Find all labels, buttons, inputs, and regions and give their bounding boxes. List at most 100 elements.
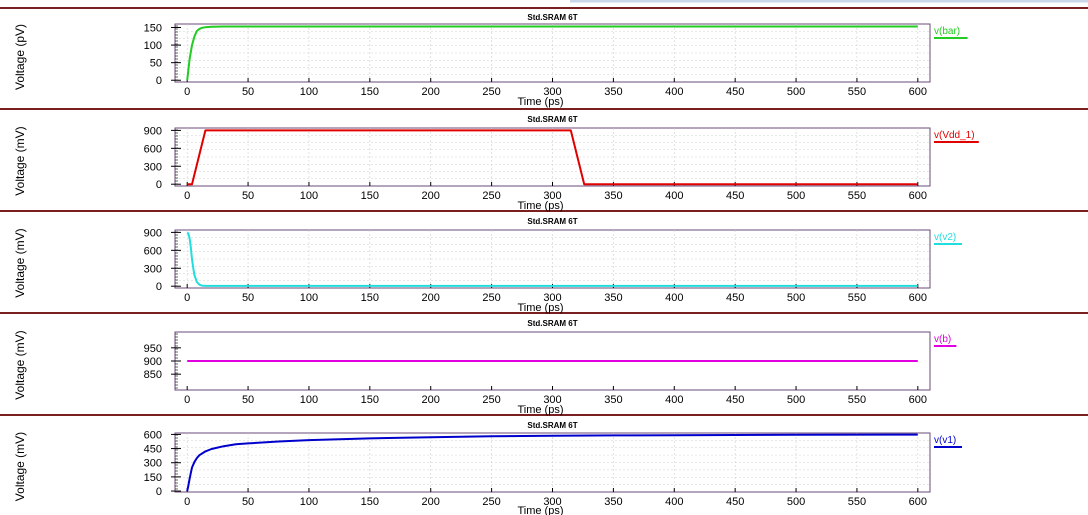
y-tick-label: 150 — [144, 472, 162, 484]
x-tick-label: 300 — [543, 292, 561, 304]
x-tick-label: 350 — [604, 496, 622, 508]
y-tick-label: 300 — [144, 458, 162, 470]
x-tick-label: 550 — [848, 190, 866, 202]
x-tick-label: 50 — [242, 496, 254, 508]
x-tick-label: 550 — [848, 496, 866, 508]
chart-panel-5: 0 150 300 450 600 0 50 100 150 200 250 300 350 400 450… — [13, 421, 962, 515]
x-tick-label: 50 — [242, 394, 254, 406]
x-tick-label: 350 — [604, 86, 622, 98]
x-tick-label: 0 — [184, 190, 190, 202]
x-tick-label: 550 — [848, 292, 866, 304]
x-tick-label: 200 — [422, 86, 440, 98]
y-tick-label: 900 — [144, 356, 162, 368]
chart-title: Std.SRAM 6T — [527, 319, 577, 328]
x-axis-label: Time (ps) — [517, 96, 563, 108]
x-tick-label: 400 — [665, 190, 683, 202]
x-tick-label: 150 — [361, 394, 379, 406]
y-tick-label: 300 — [144, 263, 162, 275]
y-axis-label: Voltage (mV) — [13, 432, 27, 501]
x-tick-label: 150 — [361, 190, 379, 202]
x-tick-label: 0 — [184, 394, 190, 406]
x-tick-label: 200 — [422, 190, 440, 202]
x-axis-label: Time (ps) — [517, 505, 563, 515]
y-tick-label: 0 — [156, 281, 162, 293]
x-tick-label: 600 — [909, 394, 927, 406]
y-axis-label: Voltage (mV) — [13, 228, 27, 297]
series-line-v-bar — [186, 25, 918, 81]
y-tick-label: 300 — [144, 161, 162, 173]
x-tick-label: 500 — [787, 394, 805, 406]
chart-title: Std.SRAM 6T — [527, 13, 577, 22]
x-tick-label: 450 — [726, 190, 744, 202]
legend-label: v(Vdd_1) — [934, 130, 975, 141]
x-tick-label: 350 — [604, 190, 622, 202]
x-tick-label: 600 — [909, 292, 927, 304]
x-tick-label: 150 — [361, 496, 379, 508]
x-tick-label: 550 — [848, 86, 866, 98]
x-tick-label: 100 — [300, 496, 318, 508]
y-tick-label: 50 — [150, 58, 162, 70]
x-tick-label: 200 — [422, 394, 440, 406]
y-tick-label: 850 — [144, 369, 162, 381]
series-line-v-v2 — [186, 231, 918, 287]
y-tick-label: 0 — [156, 75, 162, 87]
x-tick-label: 250 — [482, 496, 500, 508]
legend-label: v(v2) — [934, 232, 956, 243]
x-tick-label: 600 — [909, 496, 927, 508]
y-tick-label: 600 — [144, 429, 162, 441]
x-tick-label: 50 — [242, 190, 254, 202]
y-axis-label: Voltage (pV) — [13, 24, 27, 90]
x-tick-label: 150 — [361, 292, 379, 304]
x-tick-label: 100 — [300, 394, 318, 406]
x-tick-label: 200 — [422, 292, 440, 304]
x-tick-label: 0 — [184, 86, 190, 98]
x-tick-label: 300 — [543, 190, 561, 202]
y-tick-label: 600 — [144, 245, 162, 257]
x-axis-label: Time (ps) — [517, 200, 563, 212]
y-axis-label: Voltage (mV) — [13, 330, 27, 399]
x-tick-label: 450 — [726, 496, 744, 508]
x-tick-label: 500 — [787, 190, 805, 202]
y-tick-label: 900 — [144, 227, 162, 239]
y-tick-label: 150 — [144, 23, 162, 35]
chart-panel-3: 0 300 600 900 0 50 100 150 200 250 300 350 400 450 500… — [13, 217, 962, 314]
x-tick-label: 450 — [726, 86, 744, 98]
x-tick-label: 450 — [726, 292, 744, 304]
x-tick-label: 150 — [361, 86, 379, 98]
x-tick-label: 50 — [242, 292, 254, 304]
x-tick-label: 400 — [665, 496, 683, 508]
x-tick-label: 600 — [909, 86, 927, 98]
x-tick-label: 50 — [242, 86, 254, 98]
chart-panel-2: 0 300 600 900 0 50 100 150 200 250 300 350 400 450 500… — [13, 115, 979, 212]
x-tick-label: 100 — [300, 190, 318, 202]
y-tick-label: 900 — [144, 125, 162, 137]
series-line-v-v1 — [186, 433, 918, 492]
y-tick-label: 100 — [144, 40, 162, 52]
legend-label: v(b) — [934, 334, 951, 345]
x-tick-label: 350 — [604, 394, 622, 406]
x-tick-label: 350 — [604, 292, 622, 304]
x-tick-label: 500 — [787, 292, 805, 304]
chart-title: Std.SRAM 6T — [527, 217, 577, 226]
x-tick-label: 550 — [848, 394, 866, 406]
legend-label: v(v1) — [934, 435, 956, 446]
x-tick-label: 200 — [422, 496, 440, 508]
x-tick-label: 450 — [726, 394, 744, 406]
x-tick-label: 250 — [482, 86, 500, 98]
x-tick-label: 0 — [184, 496, 190, 508]
x-tick-label: 600 — [909, 190, 927, 202]
x-tick-label: 250 — [482, 190, 500, 202]
y-tick-label: 600 — [144, 143, 162, 155]
x-tick-label: 400 — [665, 394, 683, 406]
y-axis-label: Voltage (mV) — [13, 126, 27, 195]
x-tick-label: 100 — [300, 292, 318, 304]
x-tick-label: 250 — [482, 292, 500, 304]
x-tick-label: 500 — [787, 496, 805, 508]
y-tick-label: 950 — [144, 343, 162, 355]
x-tick-label: 250 — [482, 394, 500, 406]
chart-panel-1: 0 50 100 150 0 50 100 150 200 250 300 350 400 450 500 5… — [13, 13, 968, 108]
y-tick-label: 0 — [156, 486, 162, 498]
x-tick-label: 400 — [665, 292, 683, 304]
